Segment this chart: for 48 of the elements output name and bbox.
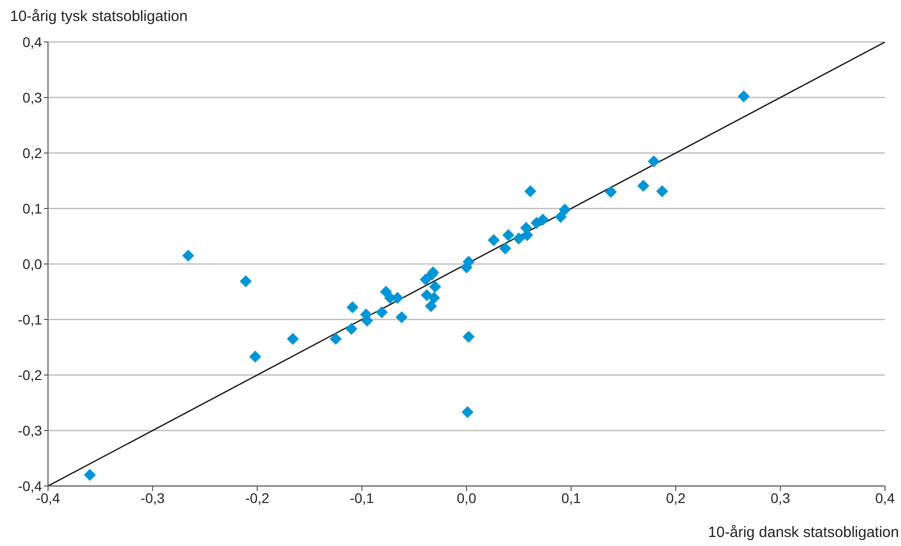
x-axis-title: 10-årig dansk statsobligation [708,524,899,541]
x-tick-label: 0,4 [875,490,895,506]
point [656,185,668,198]
point [429,280,442,293]
y-tick-label: 0,2 [22,144,42,161]
point [346,301,358,314]
point [738,90,750,102]
point [554,210,567,223]
point [84,468,96,481]
point [330,332,342,345]
point [648,155,660,168]
point [558,204,571,216]
point [240,275,252,288]
x-tick-label: -0,1 [350,490,374,506]
x-tick-label: -0,2 [245,490,270,506]
point [512,232,525,244]
point [637,180,650,192]
point [345,322,358,335]
y-tick-label: -0,2 [18,366,42,383]
x-tick-label: 0,2 [666,490,686,506]
y-tick-label: 0,4 [22,34,42,50]
point [488,234,500,246]
point [462,330,475,343]
point [524,185,536,198]
point [376,306,388,318]
point [396,311,408,324]
point [536,214,549,226]
x-tick-label: 0,1 [561,490,582,506]
y-tick-label: 0,0 [22,256,42,272]
point [462,406,474,418]
point [286,332,299,345]
y-axis-title: 10-årig tysk statsobligation [10,8,188,25]
point [420,274,432,286]
point [502,229,514,242]
point [182,250,194,262]
point [424,300,437,312]
point [428,292,440,304]
point [604,186,617,198]
y-tick-label: -0,3 [18,422,42,438]
x-tick-label: -0,3 [140,490,165,506]
point [420,289,433,302]
point [249,350,262,363]
point [499,242,512,254]
x-tick-label: 0,3 [770,490,790,506]
x-tick-label: 0,0 [456,490,476,506]
y-tick-label: 0,3 [22,89,42,106]
y-tick-label: 0,1 [22,200,42,216]
y-tick-label: -0,1 [18,311,42,328]
